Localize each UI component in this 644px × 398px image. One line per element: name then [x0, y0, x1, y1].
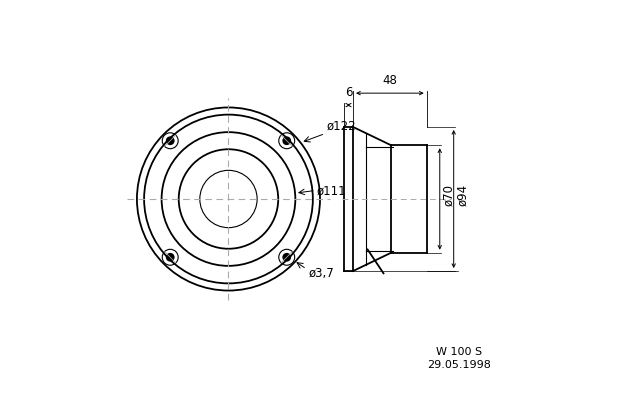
- Circle shape: [282, 253, 291, 261]
- Text: ø70: ø70: [442, 184, 455, 206]
- Text: 6: 6: [345, 86, 352, 99]
- Text: ø111: ø111: [317, 185, 346, 198]
- Text: 48: 48: [383, 74, 397, 87]
- Circle shape: [166, 137, 175, 145]
- Text: W 100 S: W 100 S: [436, 347, 482, 357]
- Circle shape: [166, 253, 175, 261]
- Text: ø94: ø94: [456, 184, 469, 206]
- Text: ø122: ø122: [327, 120, 356, 133]
- Text: ø3,7: ø3,7: [308, 267, 334, 280]
- Text: 29.05.1998: 29.05.1998: [428, 360, 491, 371]
- Circle shape: [282, 137, 291, 145]
